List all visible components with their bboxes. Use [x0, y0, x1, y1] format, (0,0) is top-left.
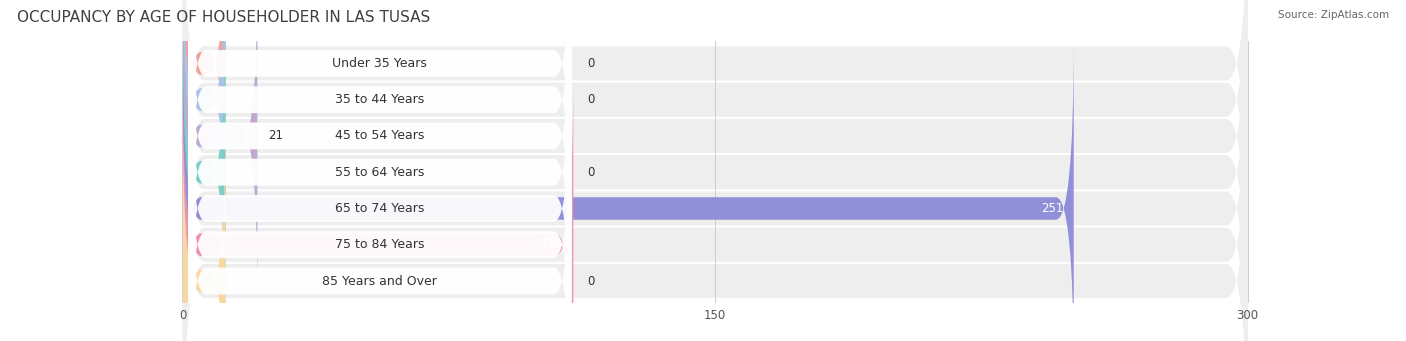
Text: 65 to 74 Years: 65 to 74 Years: [335, 202, 425, 215]
FancyBboxPatch shape: [183, 0, 1247, 300]
FancyBboxPatch shape: [183, 0, 225, 270]
FancyBboxPatch shape: [183, 0, 1247, 341]
FancyBboxPatch shape: [183, 80, 1247, 341]
Text: 0: 0: [588, 275, 595, 287]
Text: 110: 110: [540, 238, 562, 251]
FancyBboxPatch shape: [183, 75, 574, 341]
Text: OCCUPANCY BY AGE OF HOUSEHOLDER IN LAS TUSAS: OCCUPANCY BY AGE OF HOUSEHOLDER IN LAS T…: [17, 10, 430, 25]
FancyBboxPatch shape: [188, 41, 571, 341]
FancyBboxPatch shape: [188, 77, 571, 341]
FancyBboxPatch shape: [183, 2, 225, 341]
FancyBboxPatch shape: [183, 0, 257, 306]
Text: Source: ZipAtlas.com: Source: ZipAtlas.com: [1278, 10, 1389, 20]
FancyBboxPatch shape: [188, 0, 571, 304]
Text: 0: 0: [588, 166, 595, 179]
Text: 75 to 84 Years: 75 to 84 Years: [335, 238, 425, 251]
Text: Under 35 Years: Under 35 Years: [332, 57, 427, 70]
FancyBboxPatch shape: [183, 0, 1247, 337]
FancyBboxPatch shape: [183, 0, 1247, 264]
Text: 0: 0: [588, 93, 595, 106]
FancyBboxPatch shape: [183, 111, 225, 341]
FancyBboxPatch shape: [183, 8, 1247, 341]
FancyBboxPatch shape: [183, 44, 1247, 341]
FancyBboxPatch shape: [188, 0, 571, 231]
FancyBboxPatch shape: [188, 0, 571, 268]
Text: 0: 0: [588, 57, 595, 70]
Text: 21: 21: [269, 130, 283, 143]
Text: 45 to 54 Years: 45 to 54 Years: [335, 130, 425, 143]
FancyBboxPatch shape: [183, 0, 225, 234]
FancyBboxPatch shape: [188, 4, 571, 340]
Text: 85 Years and Over: 85 Years and Over: [322, 275, 437, 287]
Text: 251: 251: [1040, 202, 1063, 215]
FancyBboxPatch shape: [183, 39, 1074, 341]
FancyBboxPatch shape: [188, 113, 571, 341]
Text: 35 to 44 Years: 35 to 44 Years: [335, 93, 425, 106]
Text: 55 to 64 Years: 55 to 64 Years: [335, 166, 425, 179]
